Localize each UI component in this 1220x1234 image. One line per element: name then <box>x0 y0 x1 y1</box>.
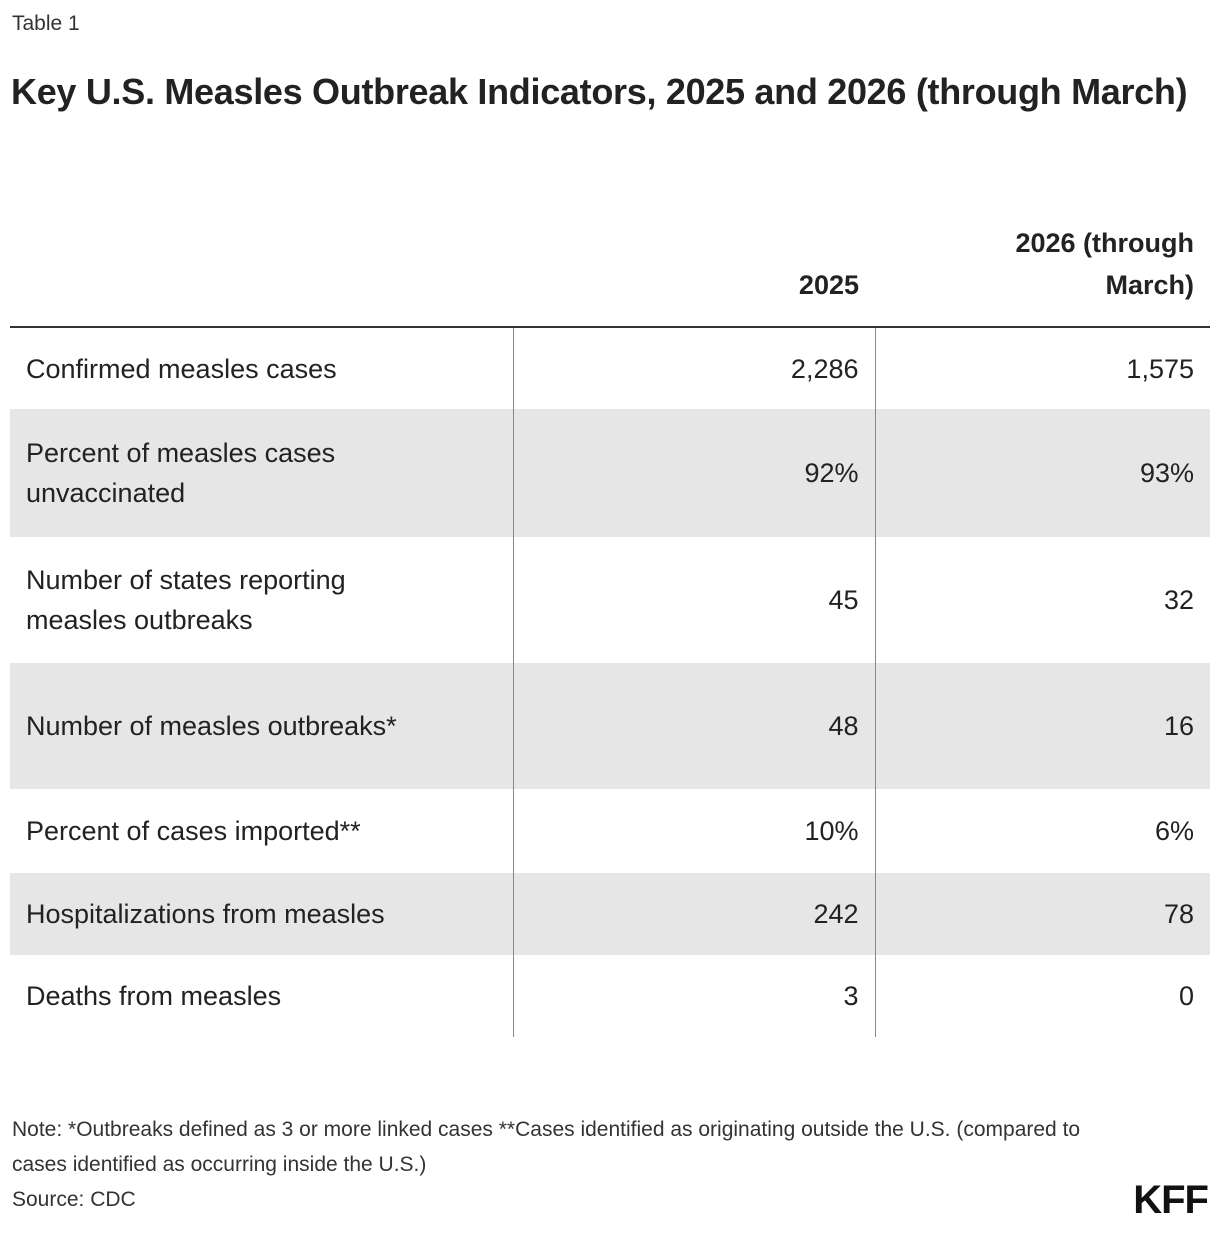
value-2026: 6% <box>1154 816 1194 846</box>
data-table: 2025 2026 (through March) Confirmed meas… <box>10 222 1210 1037</box>
header-row: 2025 2026 (through March) <box>10 222 1210 328</box>
table-row: Hospitalizations from measles 242 78 <box>10 873 1210 955</box>
value-2025: 242 <box>513 873 876 955</box>
row-indicator: Deaths from measles <box>10 955 514 1037</box>
table-label: Table 1 <box>12 12 80 35</box>
value-2025: 3 <box>513 955 876 1037</box>
value-2025: 10% <box>513 789 876 873</box>
row-indicator: Number of measles outbreaks* <box>10 663 514 789</box>
table-row: Number of states reporting measles outbr… <box>10 537 1210 663</box>
row-indicator: Percent of cases imported** <box>10 789 514 873</box>
header-2025: 2025 <box>513 222 875 328</box>
table-row: Number of measles outbreaks* 48 16 <box>10 663 1210 789</box>
row-indicator: Confirmed measles cases <box>10 327 514 409</box>
row-indicator: Percent of measles cases unvaccinated <box>10 409 514 537</box>
value-2026: 16 <box>875 663 1210 789</box>
value-2025: 48 <box>513 663 876 789</box>
table-row: Percent of cases imported** 10% 6% <box>10 789 1210 873</box>
value-2026: 93% <box>875 409 1210 537</box>
value-2026: 78 <box>875 873 1210 955</box>
value-2025: 2,286 <box>513 327 876 409</box>
kff-logo: KFF <box>1133 1178 1209 1222</box>
value-2025: 45 <box>513 537 876 663</box>
footnote: Note: *Outbreaks defined as 3 or more li… <box>12 1118 1081 1176</box>
table-row: Deaths from measles 3 0 <box>10 955 1210 1037</box>
header-indicator <box>10 222 513 328</box>
value-2026: 32 <box>1163 585 1194 615</box>
value-2025: 92% <box>513 409 876 537</box>
row-indicator: Number of states reporting measles outbr… <box>10 537 514 663</box>
source: Source: CDC <box>12 1188 136 1211</box>
header-2026: 2026 (through March) <box>875 222 1210 328</box>
table-row: Confirmed measles cases 2,286 1,575 <box>10 327 1210 409</box>
table-row: Percent of measles cases unvaccinated 92%… <box>10 409 1210 537</box>
value-2026: 1,575 <box>1126 353 1194 384</box>
value-2026: 0 <box>1178 981 1194 1011</box>
table-title: Key U.S. Measles Outbreak Indicators, 20… <box>11 71 1188 112</box>
row-indicator: Hospitalizations from measles <box>10 873 514 955</box>
